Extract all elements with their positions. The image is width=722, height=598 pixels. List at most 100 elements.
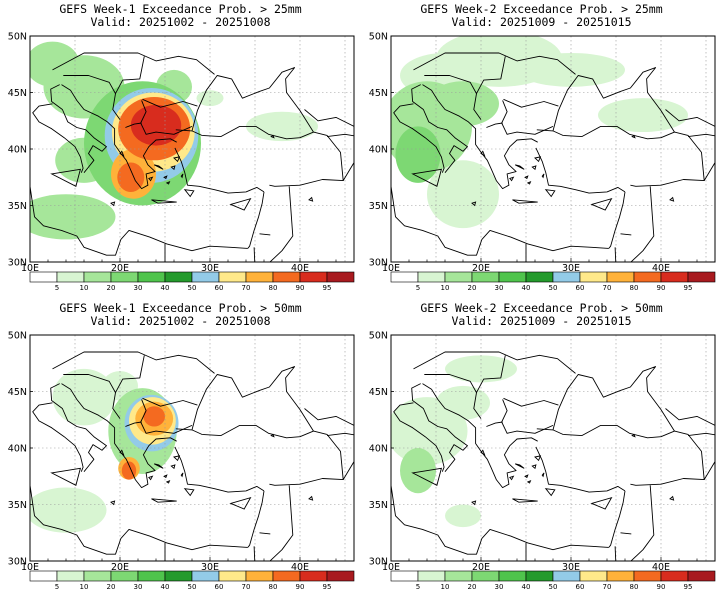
colorbar-label: 90 xyxy=(657,284,666,292)
colorbar-swatch xyxy=(137,570,166,582)
probability-region xyxy=(436,385,490,420)
colorbar-swatch xyxy=(606,570,635,582)
coastline xyxy=(393,402,445,472)
panel-valid-dates: Valid: 20251002 - 20251008 xyxy=(90,15,271,29)
coastline xyxy=(620,532,632,535)
map-week1-50mm: 30N 35N 40N 45N 50N 10E 20E 30E 40E 5 10 20 30 40 50 60… xyxy=(8,331,355,591)
colorbar-swatch xyxy=(245,271,274,283)
lat-label: 45N xyxy=(369,387,388,398)
colorbar-label: 5 xyxy=(416,583,420,591)
island xyxy=(308,495,314,501)
colorbar-label: 50 xyxy=(549,284,558,292)
island xyxy=(541,173,545,179)
coastline xyxy=(269,186,294,262)
colorbar-label: 20 xyxy=(468,284,477,292)
colorbar-label: 40 xyxy=(522,583,531,591)
coastline xyxy=(687,432,715,437)
probability-region xyxy=(427,160,499,229)
island xyxy=(170,165,176,171)
coastline xyxy=(413,52,576,75)
colorbar-swatch xyxy=(83,570,112,582)
coastline xyxy=(175,424,314,439)
lat-label: 30N xyxy=(369,258,388,269)
coastline xyxy=(411,84,468,173)
colorbar-label: 30 xyxy=(134,583,143,591)
coastline xyxy=(501,399,554,434)
colorbar-swatch xyxy=(110,271,139,283)
coastline xyxy=(391,485,609,555)
coastline xyxy=(501,100,554,135)
coastline xyxy=(422,383,538,489)
lat-label: 40N xyxy=(8,444,27,455)
colorbar-swatch xyxy=(444,271,473,283)
island xyxy=(229,496,252,510)
island xyxy=(165,180,171,185)
colorbar-label: 80 xyxy=(630,284,639,292)
coastline xyxy=(174,147,265,194)
probability-region xyxy=(30,194,116,240)
coastline xyxy=(503,98,559,108)
colorbar-swatch xyxy=(299,570,328,582)
coastline xyxy=(714,402,715,404)
island xyxy=(173,156,181,163)
coastline xyxy=(614,247,617,262)
coastline xyxy=(253,247,256,262)
coastline xyxy=(535,446,626,493)
lon-label: 20E xyxy=(111,263,129,274)
island xyxy=(110,201,116,207)
probability-region xyxy=(427,81,499,127)
island xyxy=(509,475,515,481)
coastline xyxy=(304,408,354,426)
colorbar-swatch xyxy=(56,570,85,582)
panel-title: GEFS Week-2 Exceedance Prob. > 50mm xyxy=(420,301,663,315)
coastline xyxy=(630,131,705,187)
coastline xyxy=(175,125,314,140)
probability-region xyxy=(121,461,137,480)
colorbar-label: 50 xyxy=(188,583,197,591)
colorbar-swatch xyxy=(191,271,220,283)
probability-region xyxy=(400,448,436,494)
lat-label: 40N xyxy=(369,145,388,156)
colorbar-label: 50 xyxy=(188,284,197,292)
island xyxy=(471,500,477,506)
coastline xyxy=(473,93,482,120)
colorbar-swatch xyxy=(272,570,301,582)
island xyxy=(411,168,443,187)
island xyxy=(544,488,556,497)
island xyxy=(471,201,477,207)
lat-label: 35N xyxy=(369,201,388,212)
colorbar-swatch xyxy=(525,570,554,582)
probability-region xyxy=(143,406,165,427)
colorbar-swatch xyxy=(498,570,527,582)
coastline xyxy=(703,162,715,181)
island xyxy=(119,449,125,456)
coastline xyxy=(140,399,193,434)
colorbar-swatch xyxy=(552,570,581,582)
coastline xyxy=(52,52,215,75)
lon-label: 30E xyxy=(562,562,580,573)
colorbar-label: 90 xyxy=(296,284,305,292)
island xyxy=(544,189,556,198)
coastline xyxy=(630,186,655,262)
map-area xyxy=(30,36,354,262)
lon-label: 20E xyxy=(472,263,490,274)
colorbar-label: 60 xyxy=(576,583,585,591)
probability-region xyxy=(117,162,145,192)
island xyxy=(229,197,252,211)
colorbar-label: 70 xyxy=(242,583,251,591)
colorbar-label: 80 xyxy=(269,583,278,591)
map-week1-25mm: 30N 35N 40N 45N 50N 10E 20E 30E 40E 5 10 20 30 40 50 60… xyxy=(8,32,355,292)
island xyxy=(512,498,538,503)
colorbar-swatch xyxy=(579,271,608,283)
lat-label: 30N xyxy=(369,557,388,568)
colorbar-label: 20 xyxy=(107,583,116,591)
coastline xyxy=(630,485,655,561)
island xyxy=(270,134,275,139)
colorbar-swatch xyxy=(83,271,112,283)
lon-label: 20E xyxy=(111,562,129,573)
coastline xyxy=(413,351,576,374)
island xyxy=(524,474,529,479)
colorbar-label: 95 xyxy=(684,583,693,591)
island xyxy=(173,455,181,462)
lat-label: 35N xyxy=(8,500,27,511)
